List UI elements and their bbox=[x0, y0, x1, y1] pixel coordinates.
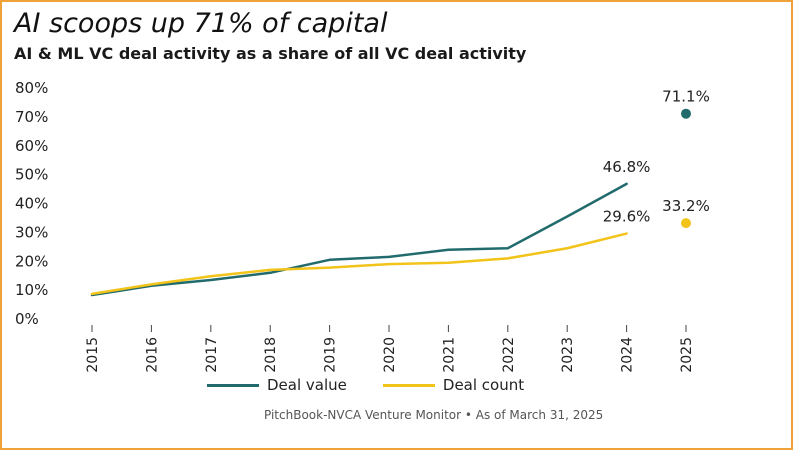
x-tick-label: 2023 bbox=[560, 337, 576, 373]
x-tick-label: 2020 bbox=[382, 337, 398, 373]
source-note: PitchBook-NVCA Venture Monitor • As of M… bbox=[264, 408, 604, 422]
y-tick-label: 50% bbox=[15, 166, 48, 184]
chart-legend: Deal value Deal count bbox=[207, 376, 524, 394]
legend-item-deal-value: Deal value bbox=[207, 376, 347, 394]
series-line-deal-value bbox=[90, 182, 628, 297]
x-tick-label: 2016 bbox=[144, 337, 160, 373]
y-tick-label: 70% bbox=[15, 108, 48, 126]
y-tick-label: 40% bbox=[15, 195, 48, 213]
x-tick-label: 2021 bbox=[441, 337, 457, 373]
y-tick-label: 80% bbox=[15, 79, 48, 97]
x-tick-label: 2025 bbox=[679, 337, 695, 373]
data-label-2025-deal-value: 71.1% bbox=[662, 88, 710, 106]
y-tick-label: 30% bbox=[15, 223, 48, 241]
x-tick-label: 2018 bbox=[263, 337, 279, 373]
y-tick-label: 60% bbox=[15, 137, 48, 155]
chart-subtitle: AI & ML VC deal activity as a share of a… bbox=[14, 44, 527, 63]
x-tick-label: 2024 bbox=[620, 337, 636, 373]
x-tick-label: 2017 bbox=[204, 337, 220, 373]
legend-label-deal-value: Deal value bbox=[267, 376, 347, 394]
y-tick-label: 10% bbox=[15, 281, 48, 299]
y-tick-label: 20% bbox=[15, 252, 48, 270]
x-tick-label: 2019 bbox=[323, 337, 339, 373]
legend-item-deal-count: Deal count bbox=[382, 376, 525, 394]
data-label-2024-deal-value: 46.8% bbox=[603, 158, 651, 176]
series-line-deal-count bbox=[90, 232, 628, 296]
data-label-2025-deal-count: 33.2% bbox=[662, 197, 710, 215]
x-tick-label: 2015 bbox=[85, 337, 101, 373]
x-tick-label: 2022 bbox=[501, 337, 517, 373]
data-point-2025-deal-value bbox=[681, 108, 691, 119]
legend-swatch-deal-count bbox=[382, 383, 435, 387]
data-point-2025-deal-count bbox=[681, 218, 691, 229]
legend-swatch-deal-value bbox=[207, 383, 259, 387]
chart-title: AI scoops up 71% of capital bbox=[14, 8, 388, 39]
data-label-2024-deal-count: 29.6% bbox=[603, 208, 651, 226]
legend-label-deal-count: Deal count bbox=[442, 376, 525, 394]
y-tick-label: 0% bbox=[15, 310, 39, 328]
